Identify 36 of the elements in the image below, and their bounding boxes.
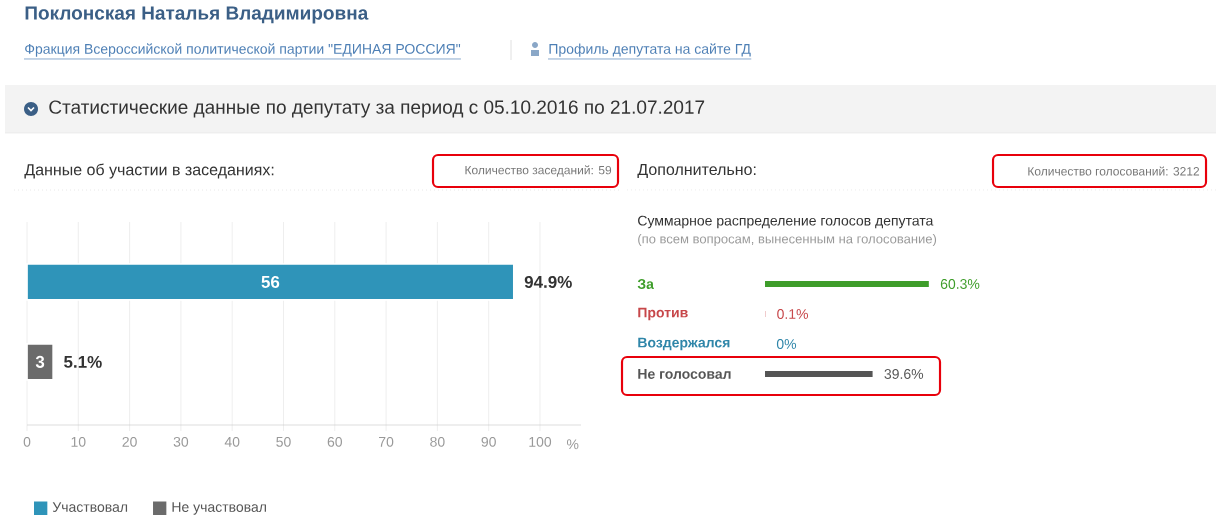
category-label: Воздержался — [638, 337, 730, 351]
text: (по всем вопросам, вынесенным на голосование) — [638, 233, 937, 247]
x-tick-label: 70 — [379, 436, 394, 447]
annotation: 56 — [261, 275, 280, 288]
text: Поклонская Наталья Владимировна — [25, 6, 369, 24]
legend-label: Участвовал — [52, 502, 128, 512]
text: Количество заседаний: 59 — [465, 165, 612, 177]
data-label: 60.3% — [940, 279, 980, 289]
x-tick-label: 50 — [276, 436, 291, 447]
data-label: 94.9% — [524, 275, 572, 288]
x-axis-title: % — [566, 439, 579, 450]
category-label: Против — [638, 307, 688, 321]
text: Статистические данные по депутату за период с 05.10.2016 по 21.07.2017 — [49, 100, 705, 118]
data-label: 0% — [776, 339, 797, 349]
legend-label: Не участвовал — [172, 502, 266, 515]
x-tick-label: 100 — [529, 436, 552, 447]
text: Количество голосований: 3212 — [1028, 166, 1200, 176]
data-label: 5.1% — [64, 355, 102, 368]
x-tick-label: 80 — [430, 436, 445, 447]
data-label: 39.6% — [884, 369, 924, 379]
x-tick-label: 30 — [173, 436, 189, 447]
x-tick-label: 90 — [481, 436, 496, 447]
x-tick-label: 40 — [224, 436, 240, 447]
annotation: 3 — [35, 355, 45, 368]
chart-title: Данные об участии в заседаниях: — [24, 163, 274, 179]
x-tick-label: 0 — [23, 436, 31, 447]
x-tick-label: 10 — [71, 436, 86, 447]
text: Фракция Всероссийской политической партии "ЕДИНАЯ РОССИЯ" — [25, 43, 461, 57]
data-label: 0.1% — [777, 309, 809, 319]
category-label: Не голосовал — [638, 369, 731, 379]
category-label: За — [637, 279, 654, 289]
x-tick-label: 20 — [122, 436, 137, 447]
chart-title: Дополнительно: — [637, 163, 756, 179]
x-tick-label: 60 — [327, 436, 343, 447]
text: Профиль депутата на сайте ГД — [549, 43, 751, 57]
chart-subtitle: Суммарное распределение голосов депутата — [638, 215, 934, 229]
